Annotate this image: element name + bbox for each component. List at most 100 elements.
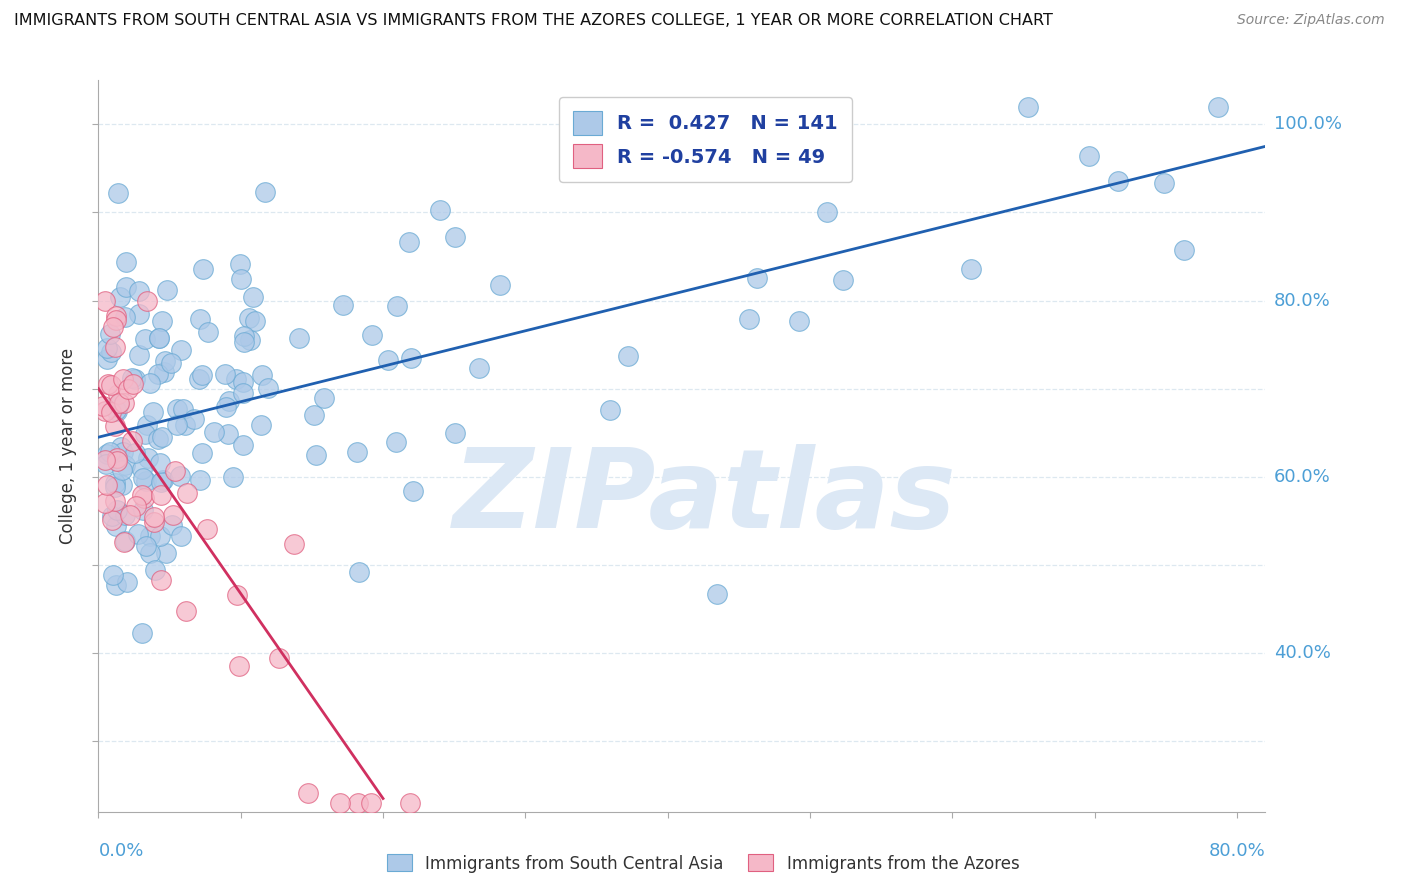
Point (112, 534, 135, 549)
Point (156, 284, 179, 298)
Point (96, 447, 118, 461)
Point (114, 310, 136, 324)
Point (169, 468, 191, 483)
Point (190, 312, 212, 326)
Point (150, 430, 173, 444)
Point (131, 462, 153, 476)
Point (128, 284, 150, 298)
Text: 80.0%: 80.0% (1209, 842, 1265, 860)
Point (176, 486, 198, 500)
Point (218, 394, 240, 409)
Point (217, 426, 239, 441)
Point (399, 351, 422, 365)
Point (1017, 100, 1039, 114)
Point (146, 367, 169, 381)
Point (229, 272, 252, 286)
Point (148, 331, 170, 345)
Point (253, 185, 276, 199)
Point (142, 515, 165, 529)
Point (191, 368, 214, 382)
Point (127, 526, 149, 541)
Text: Source: ZipAtlas.com: Source: ZipAtlas.com (1237, 13, 1385, 28)
Point (149, 529, 172, 543)
Point (377, 353, 399, 368)
Point (399, 796, 422, 810)
Point (214, 368, 236, 382)
Point (143, 563, 166, 577)
Point (142, 510, 165, 524)
Point (94, 404, 117, 418)
Point (104, 340, 127, 354)
Point (174, 417, 197, 432)
Point (142, 405, 165, 419)
Point (134, 426, 156, 441)
Point (104, 494, 127, 508)
Point (332, 298, 354, 312)
Point (385, 435, 408, 450)
Point (93, 293, 115, 308)
Point (135, 539, 157, 553)
Point (228, 659, 250, 673)
Point (96, 478, 118, 492)
Point (747, 271, 769, 285)
Point (222, 470, 245, 484)
Point (105, 454, 128, 468)
Point (150, 475, 173, 489)
Point (239, 333, 262, 347)
Point (302, 408, 325, 422)
Point (139, 376, 162, 391)
Point (108, 395, 131, 409)
Point (103, 400, 125, 414)
Point (121, 376, 143, 391)
Point (105, 450, 128, 465)
Point (187, 371, 209, 385)
Point (193, 262, 215, 277)
Point (360, 796, 382, 810)
Point (250, 368, 273, 383)
Point (162, 508, 184, 522)
Point (135, 474, 157, 488)
Point (162, 518, 184, 533)
Point (101, 513, 124, 527)
Point (1078, 149, 1101, 163)
Legend: R =  0.427   N = 141, R = -0.574   N = 49: R = 0.427 N = 141, R = -0.574 N = 49 (560, 97, 852, 182)
Point (467, 361, 489, 376)
Point (98, 445, 121, 459)
Point (349, 566, 371, 580)
Point (232, 329, 254, 343)
Point (166, 418, 188, 433)
Point (149, 456, 172, 470)
Point (960, 262, 983, 277)
Point (347, 796, 370, 810)
Point (134, 332, 156, 346)
Point (105, 309, 128, 323)
Point (115, 575, 138, 590)
Point (817, 205, 839, 219)
Point (314, 391, 336, 405)
Point (124, 446, 146, 460)
Point (135, 417, 157, 432)
Point (118, 508, 141, 523)
Point (117, 382, 139, 396)
Point (360, 327, 382, 342)
Point (197, 325, 219, 339)
Point (155, 354, 177, 368)
Point (146, 432, 169, 446)
Point (125, 500, 148, 514)
Point (305, 448, 328, 462)
Point (202, 425, 225, 439)
Text: 0.0%: 0.0% (98, 842, 143, 860)
Point (112, 396, 135, 410)
Point (225, 372, 247, 386)
Point (139, 529, 162, 543)
Point (155, 546, 177, 560)
Text: 100.0%: 100.0% (1274, 115, 1341, 133)
Point (136, 451, 159, 466)
Point (346, 445, 368, 459)
Point (1153, 177, 1175, 191)
Point (105, 403, 128, 417)
Point (100, 405, 122, 419)
Point (789, 313, 811, 327)
Point (100, 509, 122, 524)
Point (150, 574, 173, 588)
